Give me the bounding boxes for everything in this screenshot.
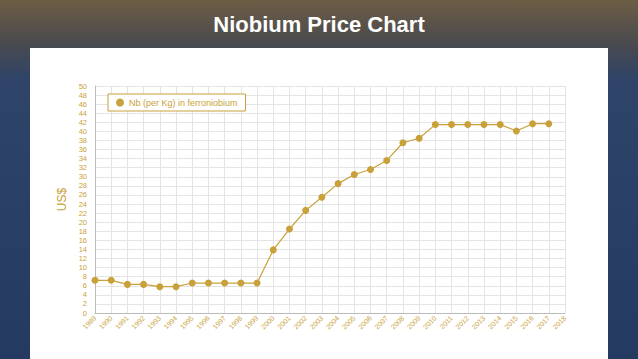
svg-text:1993: 1993 — [146, 314, 162, 330]
svg-text:22: 22 — [79, 209, 87, 218]
svg-text:2004: 2004 — [325, 314, 341, 330]
svg-text:2003: 2003 — [308, 314, 324, 330]
svg-text:1989: 1989 — [82, 314, 98, 330]
svg-text:1990: 1990 — [98, 314, 114, 330]
svg-text:2013: 2013 — [470, 314, 486, 330]
svg-text:40: 40 — [79, 127, 87, 136]
svg-text:6: 6 — [83, 281, 87, 290]
svg-text:16: 16 — [79, 236, 87, 245]
svg-text:2002: 2002 — [292, 314, 308, 330]
svg-text:1996: 1996 — [195, 314, 211, 330]
svg-text:10: 10 — [79, 263, 87, 272]
svg-text:2007: 2007 — [373, 314, 389, 330]
svg-text:42: 42 — [79, 118, 87, 127]
svg-text:28: 28 — [79, 181, 87, 190]
svg-text:1992: 1992 — [130, 314, 146, 330]
svg-text:38: 38 — [79, 136, 87, 145]
svg-text:1997: 1997 — [211, 314, 227, 330]
svg-text:2018: 2018 — [552, 314, 568, 330]
svg-text:2009: 2009 — [406, 314, 422, 330]
svg-text:24: 24 — [79, 200, 87, 209]
svg-text:Niobium Price Chart: Niobium Price Chart — [213, 12, 425, 37]
svg-text:2008: 2008 — [389, 314, 405, 330]
svg-text:1995: 1995 — [179, 314, 195, 330]
svg-text:2000: 2000 — [260, 314, 276, 330]
svg-text:8: 8 — [83, 272, 87, 281]
svg-text:20: 20 — [79, 218, 87, 227]
svg-text:26: 26 — [79, 190, 87, 199]
svg-text:2016: 2016 — [519, 314, 535, 330]
svg-text:12: 12 — [79, 254, 87, 263]
svg-text:50: 50 — [79, 82, 87, 91]
svg-text:2015: 2015 — [503, 314, 519, 330]
svg-text:2010: 2010 — [422, 314, 438, 330]
svg-text:1991: 1991 — [114, 314, 130, 330]
svg-text:2012: 2012 — [454, 314, 470, 330]
svg-text:48: 48 — [79, 91, 87, 100]
svg-text:1994: 1994 — [163, 314, 179, 330]
svg-text:4: 4 — [83, 290, 87, 299]
svg-text:18: 18 — [79, 227, 87, 236]
svg-text:32: 32 — [79, 163, 87, 172]
svg-text:14: 14 — [79, 245, 87, 254]
svg-text:2011: 2011 — [438, 314, 454, 330]
svg-text:46: 46 — [79, 100, 87, 109]
svg-text:2017: 2017 — [535, 314, 551, 330]
svg-text:US$: US$ — [55, 188, 69, 212]
svg-text:34: 34 — [79, 154, 87, 163]
svg-text:1999: 1999 — [244, 314, 260, 330]
svg-text:2001: 2001 — [276, 314, 292, 330]
svg-text:2005: 2005 — [341, 314, 357, 330]
svg-text:30: 30 — [79, 172, 87, 181]
svg-text:2006: 2006 — [357, 314, 373, 330]
svg-text:44: 44 — [79, 109, 87, 118]
svg-text:2014: 2014 — [487, 314, 503, 330]
svg-text:1998: 1998 — [227, 314, 243, 330]
svg-text:Nb (per Kg) in ferroniobium: Nb (per Kg) in ferroniobium — [129, 98, 238, 108]
svg-text:36: 36 — [79, 145, 87, 154]
svg-text:2: 2 — [83, 299, 87, 308]
svg-text:0: 0 — [83, 309, 87, 318]
